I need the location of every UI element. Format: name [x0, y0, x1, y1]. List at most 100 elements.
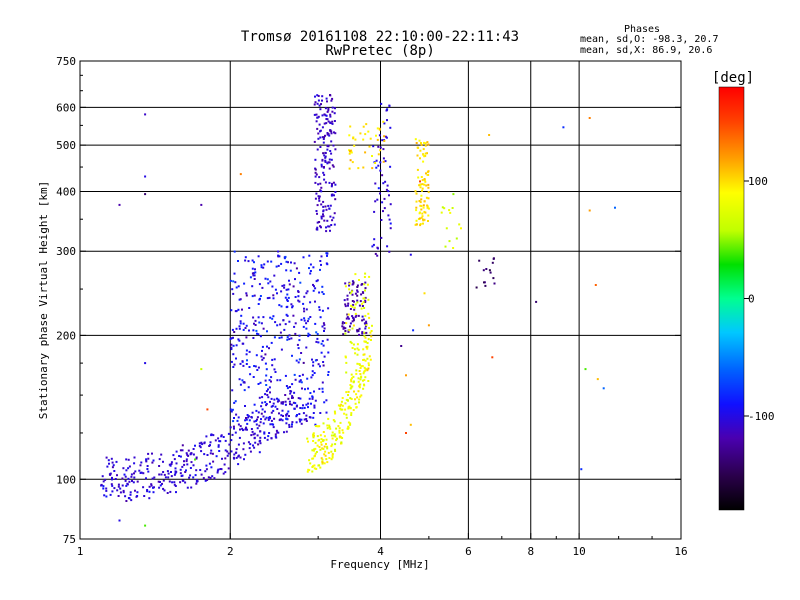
echo-point — [386, 184, 389, 187]
echo-point — [255, 423, 258, 426]
echo-point — [224, 439, 227, 442]
echo-point — [298, 271, 301, 274]
echo-point — [181, 479, 184, 482]
echo-point — [237, 338, 240, 341]
echo-point — [349, 322, 352, 325]
echo-point — [309, 301, 312, 304]
echo-point — [247, 386, 250, 389]
echo-point — [365, 331, 368, 334]
echo-point — [162, 487, 165, 490]
echo-point — [302, 412, 305, 415]
echo-point — [253, 403, 256, 406]
echo-point — [352, 375, 355, 378]
echo-point — [287, 288, 290, 291]
echo-point — [426, 174, 429, 176]
echo-point — [322, 200, 325, 203]
echo-point — [232, 420, 235, 423]
echo-point — [318, 123, 321, 126]
echo-point — [260, 418, 262, 421]
echo-point — [313, 434, 315, 437]
echo-point — [306, 290, 309, 293]
echo-point — [415, 209, 418, 212]
echo-point — [262, 422, 265, 425]
echo-point — [166, 470, 169, 473]
echo-point — [308, 334, 311, 336]
echo-point — [280, 336, 283, 339]
echo-point — [305, 420, 308, 422]
echo-point — [360, 307, 363, 310]
echo-point — [218, 450, 221, 452]
echo-point — [334, 412, 337, 415]
echo-point — [295, 421, 298, 424]
echo-point — [270, 397, 273, 400]
scatter-point — [194, 458, 196, 461]
echo-point — [381, 139, 384, 142]
echo-point — [237, 454, 240, 457]
echo-point — [347, 407, 350, 410]
echo-point — [264, 379, 267, 382]
echo-point — [238, 325, 241, 328]
echo-point — [301, 407, 304, 410]
echo-point — [364, 299, 367, 302]
echo-point — [293, 407, 296, 410]
echo-point — [319, 268, 321, 271]
echo-point — [375, 159, 378, 162]
echo-point — [357, 329, 360, 332]
echo-point — [318, 221, 321, 223]
echo-point — [422, 148, 425, 151]
echo-point — [364, 133, 367, 136]
echo-point — [420, 194, 423, 197]
echo-point — [248, 366, 251, 368]
echo-point — [369, 331, 372, 334]
y-tick-label: 500 — [56, 139, 76, 152]
echo-point — [322, 209, 325, 212]
echo-point — [353, 300, 355, 303]
echo-point — [237, 443, 240, 446]
echo-point — [326, 252, 329, 255]
echo-point — [263, 410, 266, 413]
echo-point — [256, 416, 259, 419]
echo-point — [181, 444, 184, 447]
scatter-point — [405, 374, 407, 377]
echo-point — [244, 419, 247, 422]
echo-point — [344, 282, 347, 285]
echo-point — [349, 159, 352, 162]
echo-point — [334, 191, 337, 193]
echo-point — [316, 425, 319, 428]
echo-point — [318, 199, 321, 202]
echo-point — [231, 433, 234, 436]
echo-point — [285, 306, 288, 309]
echo-point — [230, 410, 233, 413]
echo-point — [288, 415, 290, 417]
echo-point — [352, 281, 355, 284]
echo-point — [355, 406, 358, 409]
echo-point — [351, 161, 354, 164]
echo-point — [328, 161, 331, 164]
echo-point — [320, 190, 323, 193]
echo-point — [325, 458, 328, 461]
echo-point — [331, 437, 334, 440]
echo-point — [239, 298, 242, 301]
echo-point — [285, 385, 288, 387]
echo-point — [307, 335, 310, 338]
echo-point — [326, 254, 328, 257]
echo-point — [351, 320, 354, 323]
echo-point — [354, 402, 357, 405]
echo-point — [323, 401, 326, 404]
echo-point — [167, 472, 170, 475]
echo-point — [347, 330, 350, 333]
echo-point — [243, 389, 246, 392]
echo-point — [229, 408, 232, 411]
echo-point — [159, 484, 162, 487]
echo-point — [261, 401, 264, 404]
echo-point — [235, 310, 238, 313]
echo-point — [360, 365, 363, 368]
echo-point — [113, 470, 116, 472]
echo-point — [255, 329, 258, 332]
echo-point — [261, 408, 264, 411]
echo-point — [339, 421, 342, 424]
scatter-point — [144, 524, 147, 527]
echo-point — [326, 148, 329, 151]
echo-point — [352, 343, 355, 346]
echo-point — [251, 272, 254, 275]
